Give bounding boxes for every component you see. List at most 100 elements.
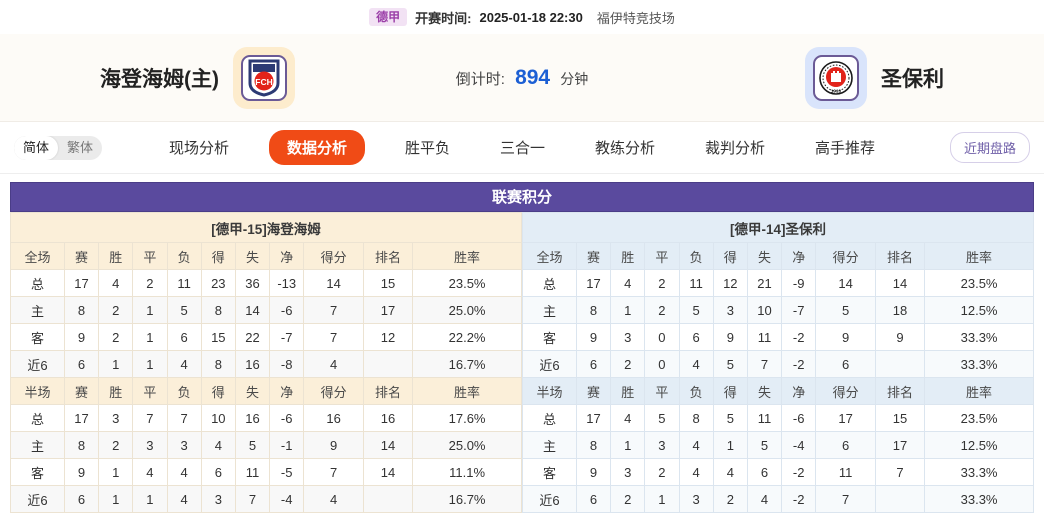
home-half-row-label: 近6 (10, 485, 65, 513)
home-full-cell: 14 (303, 269, 364, 297)
home-caption-row: [德甲-15]海登海姆 (10, 212, 522, 243)
away-half-cell: 5 (644, 404, 680, 432)
venue-name: 福伊特竞技场 (596, 10, 675, 26)
home-half-cell: 14 (362, 431, 414, 459)
home-half-cell: 6 (63, 485, 100, 513)
home-full-cell: 1 (132, 296, 168, 324)
countdown-label: 倒计时: (455, 70, 505, 88)
home-half-cell: 5 (234, 431, 271, 459)
table-row: 客 9 3 2 4 4 6 -2 11 7 33.3% (522, 458, 1034, 486)
navigation-bar: 简体 繁体 现场分析 数据分析 胜平负 三合一 教练分析 裁判分析 高手推荐 近… (0, 122, 1044, 174)
home-half-col-0: 半场 (10, 377, 65, 405)
home-full-cell: 8 (200, 296, 236, 324)
away-half-cell: 33.3% (924, 485, 1034, 513)
lang-option-traditional[interactable]: 繁体 (67, 139, 94, 155)
away-full-col-7: 净 (781, 242, 817, 270)
away-full-cell: 7 (746, 350, 783, 378)
away-full-col-2: 胜 (610, 242, 646, 270)
home-half-cell: 4 (200, 431, 236, 459)
home-full-col-1: 赛 (63, 242, 100, 270)
home-half-col-2: 胜 (98, 377, 134, 405)
away-half-cell: 11 (746, 404, 783, 432)
away-half-cell: 4 (678, 458, 714, 486)
away-full-col-6: 失 (746, 242, 783, 270)
home-full-cell: 23 (200, 269, 236, 297)
home-half-cell: 3 (98, 404, 134, 432)
kickoff-time: 2025-01-18 22:30 (479, 9, 583, 25)
home-half-cell: 3 (166, 431, 202, 459)
home-full-col-10: 胜率 (412, 242, 522, 270)
away-half-col-4: 负 (678, 377, 714, 405)
away-half-cell: 2 (644, 458, 680, 486)
home-full-cell: 16 (234, 350, 271, 378)
away-half-header-row: 半场赛胜平负得失净得分 排名 胜率 (522, 377, 1034, 405)
svg-text:1910: 1910 (831, 88, 842, 93)
home-full-cell: 9 (63, 323, 100, 351)
home-full-cell: 15 (200, 323, 236, 351)
away-half-cell: 4 (678, 431, 714, 459)
language-toggle[interactable]: 简体 繁体 (14, 135, 103, 160)
home-full-cell: 22 (234, 323, 271, 351)
away-full-row-label: 客 (522, 323, 577, 351)
home-team-block[interactable]: 海登海姆(主) FCH (100, 46, 295, 109)
away-half-cell: 2 (610, 485, 646, 513)
home-table-body: [德甲-15]海登海姆 全场赛胜平负得失净得分 排名 胜率总 17 4 2 11 23 36 -13… (10, 212, 522, 513)
home-full-cell: 25.0% (412, 296, 522, 324)
home-half-cell: 17 (63, 404, 100, 432)
home-half-cell: 14 (362, 458, 414, 486)
tab-expert-picks[interactable]: 高手推荐 (815, 140, 876, 157)
away-full-cell: 9 (712, 323, 748, 351)
match-header: 海登海姆(主) FCH 倒计时: 894 分钟 (0, 34, 1044, 122)
table-row: 客 9 3 0 6 9 11 -2 9 9 33.3% (522, 323, 1034, 351)
tab-live-analysis[interactable]: 现场分析 (168, 140, 229, 157)
away-half-col-0: 半场 (522, 377, 577, 405)
away-full-cell: -2 (781, 350, 817, 378)
home-full-cell: 5 (166, 296, 202, 324)
table-row: 总 17 3 7 7 10 16 -6 16 16 17.6% (10, 404, 522, 432)
home-full-cell: 22.2% (412, 323, 522, 351)
home-half-col-9: 排名 (362, 377, 414, 405)
home-full-cell: 16.7% (412, 350, 522, 378)
home-half-cell: -5 (269, 458, 305, 486)
section-title-league-standings: 联赛积分 (10, 182, 1034, 212)
away-half-cell: 33.3% (924, 458, 1034, 486)
home-full-cell: 14 (234, 296, 271, 324)
home-half-col-6: 失 (234, 377, 271, 405)
away-team-block[interactable]: 1910 圣保利 (805, 46, 944, 109)
away-half-cell: 6 (815, 431, 876, 459)
home-full-cell: 4 (303, 350, 364, 378)
lang-option-simplified[interactable]: 简体 (14, 135, 59, 160)
home-half-cell: 1 (132, 485, 168, 513)
st-pauli-crest-icon: 1910 (819, 60, 853, 95)
away-full-cell: 1 (610, 296, 646, 324)
recent-odds-button[interactable]: 近期盘路 (949, 132, 1030, 163)
away-full-cell: 10 (746, 296, 783, 324)
home-full-col-3: 平 (132, 242, 168, 270)
away-half-cell: 5 (746, 431, 783, 459)
away-half-row-label: 总 (522, 404, 577, 432)
away-half-cell: 5 (712, 404, 748, 432)
tab-coach-analysis[interactable]: 教练分析 (595, 140, 656, 157)
away-full-cell: 11 (746, 323, 783, 351)
away-half-cell: 11 (815, 458, 876, 486)
league-badge: 德甲 (369, 8, 408, 26)
tab-three-in-one[interactable]: 三合一 (499, 140, 545, 157)
away-full-cell: 5 (712, 350, 748, 378)
tab-win-draw-lose[interactable]: 胜平负 (404, 140, 450, 157)
away-full-col-5: 得 (712, 242, 748, 270)
away-half-cell: 17 (575, 404, 612, 432)
home-half-cell: 1 (98, 458, 134, 486)
home-half-cell: 11 (234, 458, 271, 486)
away-full-cell: 9 (874, 323, 926, 351)
away-half-cell: 7 (874, 458, 926, 486)
home-full-cell: 11 (166, 269, 202, 297)
away-full-col-1: 赛 (575, 242, 612, 270)
home-full-cell: -8 (269, 350, 305, 378)
tab-referee-analysis[interactable]: 裁判分析 (705, 140, 766, 157)
away-half-col-7: 净 (781, 377, 817, 405)
home-full-cell: 2 (98, 323, 134, 351)
tab-data-analysis[interactable]: 数据分析 (268, 130, 365, 165)
away-full-cell: 5 (815, 296, 876, 324)
table-row: 总 17 4 2 11 23 36 -13 14 15 23.5% (10, 269, 522, 297)
away-full-row-label: 总 (522, 269, 577, 297)
